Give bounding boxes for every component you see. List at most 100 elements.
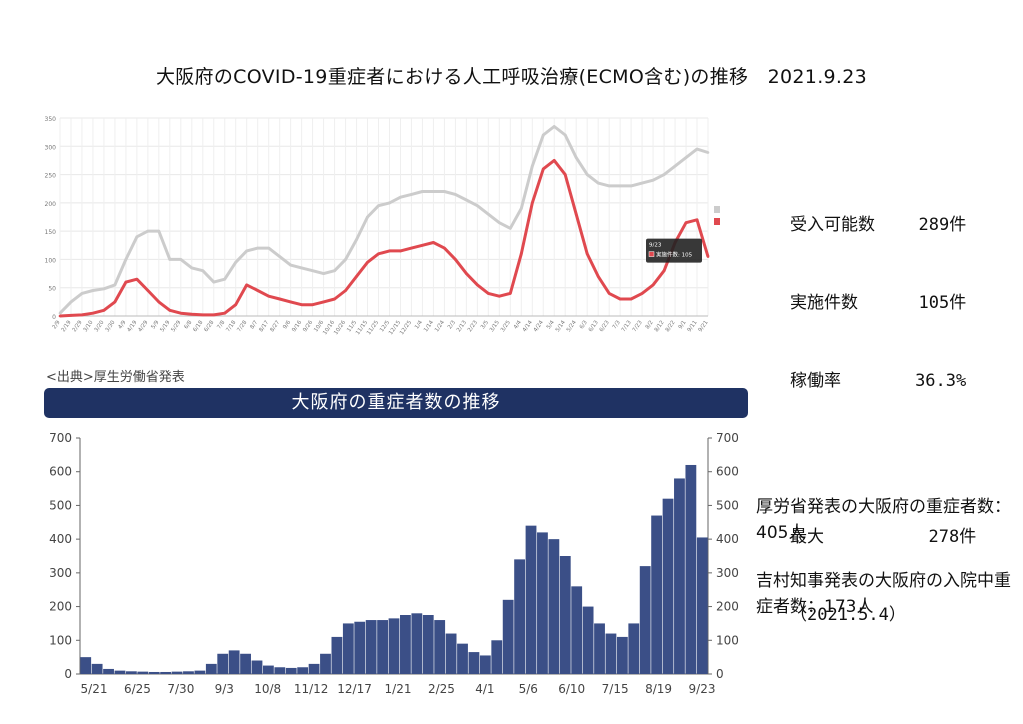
capacity-point [289,263,292,267]
severe-bar [240,653,251,674]
capacity-point [355,238,358,241]
performed-point [519,252,523,256]
chart1-x-tick-label: 8/12 [654,320,666,334]
severe-bar [628,623,640,674]
performed-point [80,313,84,317]
chart1-x-tick-label: 2/23 [467,319,479,333]
severe-bar [137,671,149,674]
rate-value: 36.3% [915,371,967,391]
capacity-point [662,173,666,176]
severe-bar [468,652,480,674]
performed-point [662,269,666,273]
page-title: 大阪府のCOVID-19重症者における人工呼吸治療(ECMO含む)の推移 202… [155,66,868,88]
chart2-x-tick-label: 9/3 [215,682,234,696]
capacity-point [113,283,117,287]
performed-point [399,249,402,253]
chart1-x-tick-label: 7/23 [632,319,644,333]
performed-point [607,292,611,295]
performed-point [245,283,249,287]
chart2-y-tick-label-right: 400 [716,532,739,546]
performed-point [421,243,424,247]
performed-point [640,292,644,295]
chart1-x-tick-label: 5/4 [546,319,556,330]
capacity-point [58,311,62,315]
chart2-x-tick-label: 12/17 [337,682,372,696]
tooltip-box [646,238,702,263]
severe-bar [651,515,663,674]
performed-point [289,300,292,304]
capacity-series-line [58,125,709,315]
performed-point [124,280,128,284]
severe-bar [251,660,263,674]
performed-point [91,311,95,315]
severe-bar [80,657,92,674]
capacity-point [399,195,402,199]
max-value: 278件 [928,527,977,547]
severe-bar [228,650,240,674]
chart1-x-tick-label: 7/3 [612,319,622,330]
severe-bar [114,670,126,674]
capacity-point [91,289,95,292]
performed-point [135,277,139,281]
tooltip-date: 9/23 [649,243,662,249]
chart1-y-tick-label: 350 [45,116,57,123]
capacity-point [366,215,369,219]
performed-value: 105件 [918,293,967,313]
severe-bar [262,665,274,674]
chart1-series-group [58,125,710,318]
capacity-point [629,184,633,188]
performed-point [113,300,117,304]
performed-point [278,297,281,301]
performed-point [596,275,600,278]
chart1-x-tick-label: 10/26 [333,319,347,336]
capacity-point [102,287,106,291]
chart1-x-tick-label: 4/24 [533,319,545,333]
capacity-point [684,156,688,159]
chart2-y-tick-label-left: 0 [64,667,72,681]
chart1-x-tick-label: 2/19 [61,319,73,333]
legend-swatch [714,218,720,225]
severe-bar [388,618,400,674]
capacity-point [322,272,325,275]
chart1-x-tick-label: 3/30 [105,319,117,333]
severe-bar [194,670,206,674]
chart2-x-tick-label: 2/25 [428,682,455,696]
performed-point [388,249,391,253]
performed-point [552,159,556,162]
chart1-x-tick-label: 6/18 [192,319,204,333]
chart1-x-tick-label: 5/9 [150,319,160,330]
performed-point [355,275,358,278]
chart2-x-tick-label: 7/30 [167,682,194,696]
severe-bar [605,633,617,674]
capacity-value: 289件 [918,215,967,235]
tooltip-swatch [648,251,655,257]
chart2-y-tick-label-right: 500 [716,498,739,512]
severe-bar [91,663,103,674]
chart1-y-tick-label: 150 [45,229,57,236]
severe-bar [685,464,697,674]
performed-point [487,292,490,295]
severe-bar [491,640,503,674]
chart1-x-tick-label: 3/20 [94,319,106,333]
capacity-point [157,229,161,233]
capacity-point [278,255,281,258]
capacity-point [124,258,128,261]
severe-bar [103,668,114,674]
performed-point [69,314,73,317]
chart2-y-tick-label-right: 600 [716,465,739,479]
capacity-point [135,235,139,239]
chart2-x-tick-label: 8/19 [645,682,672,696]
chart1-x-tick-label: 8/17 [258,319,270,333]
chart1-x-tick-label: 1/24 [434,319,446,333]
chart1-x-axis: 2/92/192/293/103/203/30 4/94/194/29 5/95/1… [52,319,710,336]
chart2-bars [80,464,708,674]
chart1-x-tick-label: 7/18 [225,319,237,333]
stats-panel: 受入可能数 289件 実施件数 105件 稼働率 36.3% 最大 278件 （… [790,160,976,654]
performed-point [377,252,380,256]
chart1-x-tick-label: 4/19 [127,319,139,333]
legend-swatch [714,206,720,213]
note-governor: 吉村知事発表の大阪府の入院中重症者数：173人 [756,571,1011,617]
capacity-point [344,258,347,261]
chart1-x-tick-label: 9/11 [687,320,699,334]
